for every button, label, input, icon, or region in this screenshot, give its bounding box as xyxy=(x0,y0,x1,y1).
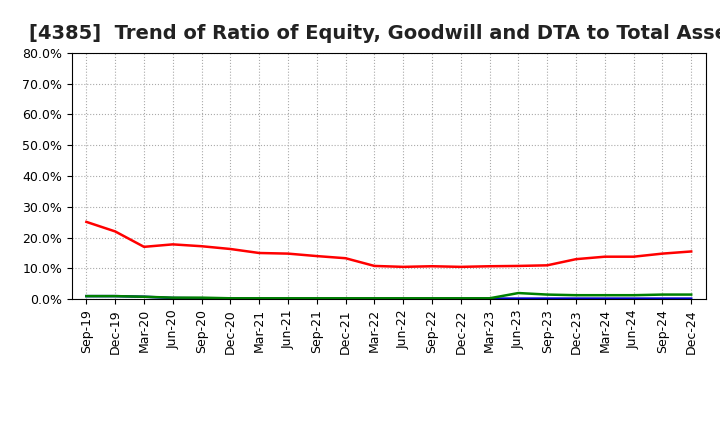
Legend: Equity, Goodwill, Deferred Tax Assets: Equity, Goodwill, Deferred Tax Assets xyxy=(158,435,620,440)
Line: Goodwill: Goodwill xyxy=(86,296,691,299)
Equity xyxy=(312,253,321,259)
Goodwill xyxy=(341,296,350,301)
Goodwill xyxy=(456,296,465,301)
Deferred Tax Assets xyxy=(341,296,350,301)
Goodwill xyxy=(629,296,638,301)
Deferred Tax Assets xyxy=(658,292,667,297)
Deferred Tax Assets xyxy=(197,295,206,301)
Equity xyxy=(600,254,609,259)
Goodwill xyxy=(370,296,379,301)
Deferred Tax Assets xyxy=(399,296,408,301)
Deferred Tax Assets xyxy=(428,296,436,301)
Equity xyxy=(168,242,177,247)
Equity xyxy=(658,251,667,256)
Equity xyxy=(456,264,465,269)
Equity xyxy=(428,264,436,269)
Goodwill xyxy=(111,293,120,299)
Equity xyxy=(82,219,91,224)
Equity xyxy=(341,256,350,261)
Deferred Tax Assets xyxy=(312,296,321,301)
Line: Deferred Tax Assets: Deferred Tax Assets xyxy=(86,293,691,298)
Goodwill xyxy=(197,296,206,301)
Deferred Tax Assets xyxy=(82,293,91,299)
Equity xyxy=(370,263,379,268)
Equity xyxy=(111,229,120,234)
Goodwill xyxy=(255,296,264,301)
Deferred Tax Assets xyxy=(168,295,177,301)
Deferred Tax Assets xyxy=(600,293,609,298)
Goodwill xyxy=(82,293,91,299)
Equity xyxy=(399,264,408,269)
Goodwill xyxy=(226,296,235,301)
Equity xyxy=(687,249,696,254)
Equity xyxy=(284,251,292,256)
Deferred Tax Assets xyxy=(687,292,696,297)
Goodwill xyxy=(284,296,292,301)
Equity xyxy=(255,250,264,256)
Goodwill xyxy=(399,296,408,301)
Goodwill xyxy=(572,296,580,301)
Deferred Tax Assets xyxy=(514,290,523,296)
Deferred Tax Assets xyxy=(485,296,494,301)
Goodwill xyxy=(543,296,552,301)
Goodwill xyxy=(168,295,177,301)
Equity xyxy=(629,254,638,259)
Equity xyxy=(514,263,523,268)
Goodwill xyxy=(600,296,609,301)
Goodwill xyxy=(658,296,667,301)
Equity xyxy=(197,244,206,249)
Deferred Tax Assets xyxy=(572,293,580,298)
Deferred Tax Assets xyxy=(543,292,552,297)
Line: Equity: Equity xyxy=(86,222,691,267)
Goodwill xyxy=(687,296,696,301)
Equity xyxy=(485,264,494,269)
Equity xyxy=(140,244,148,249)
Deferred Tax Assets xyxy=(140,294,148,299)
Deferred Tax Assets xyxy=(226,296,235,301)
Deferred Tax Assets xyxy=(284,296,292,301)
Goodwill xyxy=(312,296,321,301)
Title: [4385]  Trend of Ratio of Equity, Goodwill and DTA to Total Assets: [4385] Trend of Ratio of Equity, Goodwil… xyxy=(29,24,720,43)
Goodwill xyxy=(140,294,148,299)
Deferred Tax Assets xyxy=(629,293,638,298)
Deferred Tax Assets xyxy=(370,296,379,301)
Equity xyxy=(572,257,580,262)
Equity xyxy=(543,263,552,268)
Deferred Tax Assets xyxy=(456,296,465,301)
Goodwill xyxy=(428,296,436,301)
Deferred Tax Assets xyxy=(255,296,264,301)
Goodwill xyxy=(485,296,494,301)
Goodwill xyxy=(514,296,523,301)
Deferred Tax Assets xyxy=(111,293,120,299)
Equity xyxy=(226,246,235,252)
